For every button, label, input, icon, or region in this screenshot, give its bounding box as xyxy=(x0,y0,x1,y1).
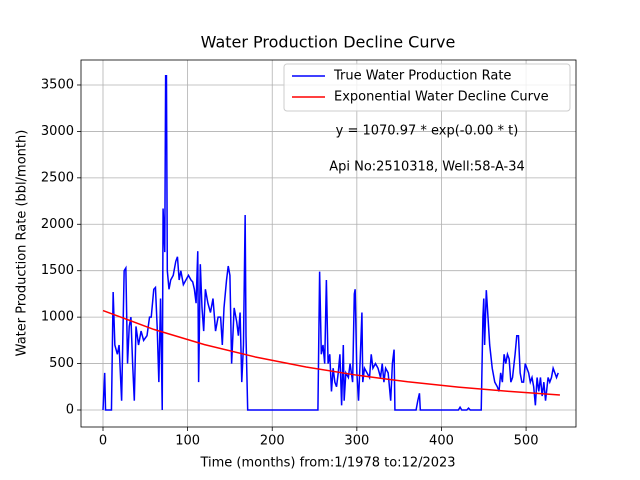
x-tick-label: 400 xyxy=(429,434,454,449)
x-tick-label: 500 xyxy=(514,434,539,449)
y-tick-label: 1000 xyxy=(41,310,74,325)
y-tick-label: 0 xyxy=(66,403,74,418)
annotation: y = 1070.97 * exp(-0.00 * t) xyxy=(336,124,519,139)
chart-title: Water Production Decline Curve xyxy=(201,33,456,52)
x-tick-label: 100 xyxy=(175,434,200,449)
x-tick-label: 300 xyxy=(344,434,369,449)
series-line xyxy=(102,74,559,411)
series-line xyxy=(102,309,560,396)
x-tick-label: 200 xyxy=(260,434,285,449)
y-tick-label: 3000 xyxy=(41,124,74,139)
x-axis-label: Time (months) from:1/1978 to:12/2023 xyxy=(199,456,455,471)
y-tick-label: 500 xyxy=(49,356,74,371)
legend-box xyxy=(283,63,571,112)
plot-frame xyxy=(80,59,577,428)
y-tick-label: 2500 xyxy=(41,170,74,185)
x-tick-label: 0 xyxy=(99,434,107,449)
y-axis-label: Water Production Rate (bbl/month) xyxy=(15,130,30,357)
legend-label: Exponential Water Decline Curve xyxy=(334,90,549,105)
y-tick-label: 3500 xyxy=(41,77,74,92)
y-tick-label: 2000 xyxy=(41,217,74,232)
y-tick-label: 1500 xyxy=(41,263,74,278)
annotation: Api No:2510318, Well:58-A-34 xyxy=(329,160,525,175)
legend-label: True Water Production Rate xyxy=(333,69,511,84)
